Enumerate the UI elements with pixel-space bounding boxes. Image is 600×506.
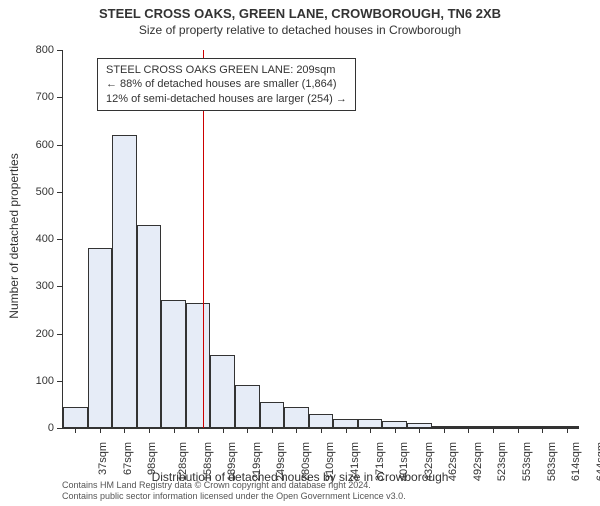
annotation-box: STEEL CROSS OAKS GREEN LANE: 209sqm ← 88… — [97, 58, 356, 111]
x-tick-label: 583sqm — [546, 442, 558, 481]
x-tick-label: 462sqm — [447, 442, 459, 481]
x-tick — [100, 428, 101, 433]
x-tick — [419, 428, 420, 433]
x-tick — [542, 428, 543, 433]
x-tick-label: 341sqm — [349, 442, 361, 481]
x-tick-label: 249sqm — [275, 442, 287, 481]
chart-subtitle: Size of property relative to detached ho… — [0, 23, 600, 37]
x-tick — [468, 428, 469, 433]
x-tick — [75, 428, 76, 433]
y-tick-label: 100 — [36, 375, 54, 387]
x-tick — [567, 428, 568, 433]
x-tick — [346, 428, 347, 433]
y-tick-label: 0 — [48, 422, 54, 434]
x-tick-label: 614sqm — [570, 442, 582, 481]
x-tick-label: 371sqm — [374, 442, 386, 481]
footer-line1: Contains HM Land Registry data © Crown c… — [62, 480, 406, 491]
annotation-line2: ← 88% of detached houses are smaller (1,… — [106, 77, 347, 91]
x-tick-label: 523sqm — [497, 442, 509, 481]
y-tick — [57, 286, 62, 287]
histogram-bar — [382, 421, 407, 428]
annotation-line1: STEEL CROSS OAKS GREEN LANE: 209sqm — [106, 63, 347, 77]
y-tick — [57, 381, 62, 382]
x-tick-label: 37sqm — [97, 442, 109, 475]
x-tick — [124, 428, 125, 433]
y-axis-label: Number of detached properties — [7, 153, 21, 318]
histogram-bar — [284, 407, 309, 428]
x-tick — [493, 428, 494, 433]
histogram-bar — [309, 414, 334, 428]
chart-plot-area: STEEL CROSS OAKS GREEN LANE: 209sqm ← 88… — [62, 50, 579, 429]
histogram-bar — [260, 402, 285, 428]
x-tick — [272, 428, 273, 433]
x-tick — [149, 428, 150, 433]
x-tick-label: 219sqm — [251, 442, 263, 481]
chart-title: STEEL CROSS OAKS, GREEN LANE, CROWBOROUG… — [0, 6, 600, 21]
histogram-bar — [186, 303, 211, 428]
x-tick — [247, 428, 248, 433]
histogram-bar — [210, 355, 235, 428]
footer-line2: Contains public sector information licen… — [62, 491, 406, 502]
x-tick-label: 644sqm — [595, 442, 600, 481]
footer-attribution: Contains HM Land Registry data © Crown c… — [62, 480, 406, 502]
x-tick-label: 432sqm — [423, 442, 435, 481]
x-tick-label: 67sqm — [122, 442, 134, 475]
y-tick-label: 300 — [36, 280, 54, 292]
x-tick — [395, 428, 396, 433]
x-tick — [444, 428, 445, 433]
annotation-line3: 12% of semi-detached houses are larger (… — [106, 92, 347, 106]
y-tick-label: 800 — [36, 44, 54, 56]
x-tick-label: 553sqm — [521, 442, 533, 481]
y-tick — [57, 50, 62, 51]
y-tick-label: 400 — [36, 233, 54, 245]
y-tick — [57, 334, 62, 335]
histogram-bar — [161, 300, 186, 428]
x-tick — [174, 428, 175, 433]
x-tick-label: 128sqm — [177, 442, 189, 481]
y-tick-label: 600 — [36, 139, 54, 151]
histogram-bar — [235, 385, 260, 428]
y-tick — [57, 192, 62, 193]
x-tick — [370, 428, 371, 433]
y-tick — [57, 145, 62, 146]
histogram-bar — [358, 419, 383, 428]
x-tick — [518, 428, 519, 433]
histogram-bar — [88, 248, 113, 428]
x-tick-label: 98sqm — [146, 442, 158, 475]
y-tick — [57, 239, 62, 240]
y-tick-label: 500 — [36, 186, 54, 198]
histogram-bar — [333, 419, 358, 428]
x-tick — [223, 428, 224, 433]
x-tick — [321, 428, 322, 433]
y-tick-label: 700 — [36, 91, 54, 103]
histogram-bar — [112, 135, 137, 428]
y-tick — [57, 97, 62, 98]
x-tick — [296, 428, 297, 433]
x-tick-label: 492sqm — [472, 442, 484, 481]
x-tick-label: 158sqm — [202, 442, 214, 481]
x-tick-label: 401sqm — [398, 442, 410, 481]
y-tick-label: 200 — [36, 328, 54, 340]
x-tick-label: 280sqm — [300, 442, 312, 481]
histogram-bar — [63, 407, 88, 428]
x-tick-label: 189sqm — [226, 442, 238, 481]
x-tick — [198, 428, 199, 433]
histogram-bar — [137, 225, 162, 428]
x-tick-label: 310sqm — [325, 442, 337, 481]
y-tick — [57, 428, 62, 429]
